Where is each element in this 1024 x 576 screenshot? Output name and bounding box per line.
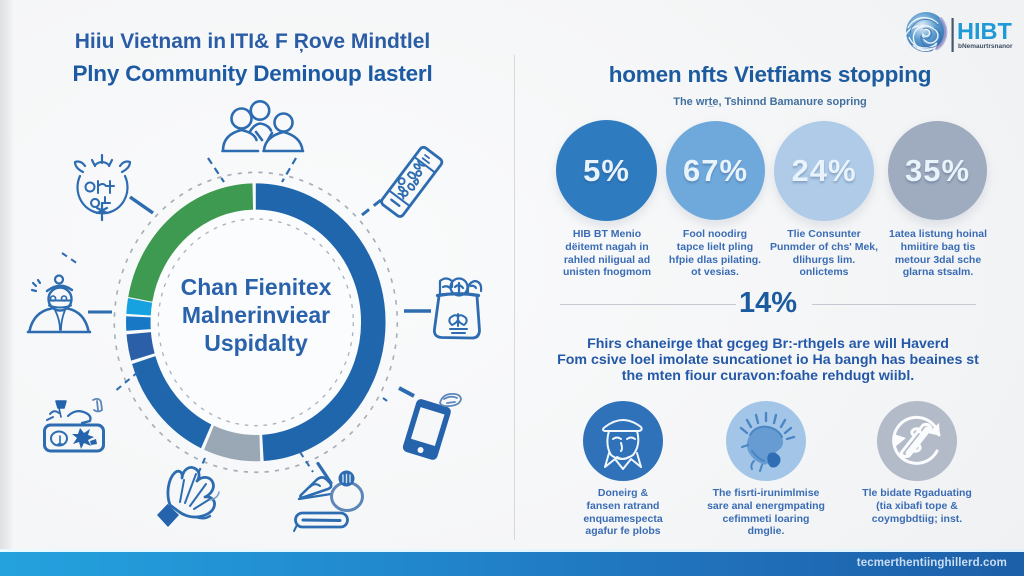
svg-text:bNemaurtrsnanor: bNemaurtrsnanor — [958, 43, 1013, 50]
svg-text:HIBT: HIBT — [957, 18, 1012, 44]
